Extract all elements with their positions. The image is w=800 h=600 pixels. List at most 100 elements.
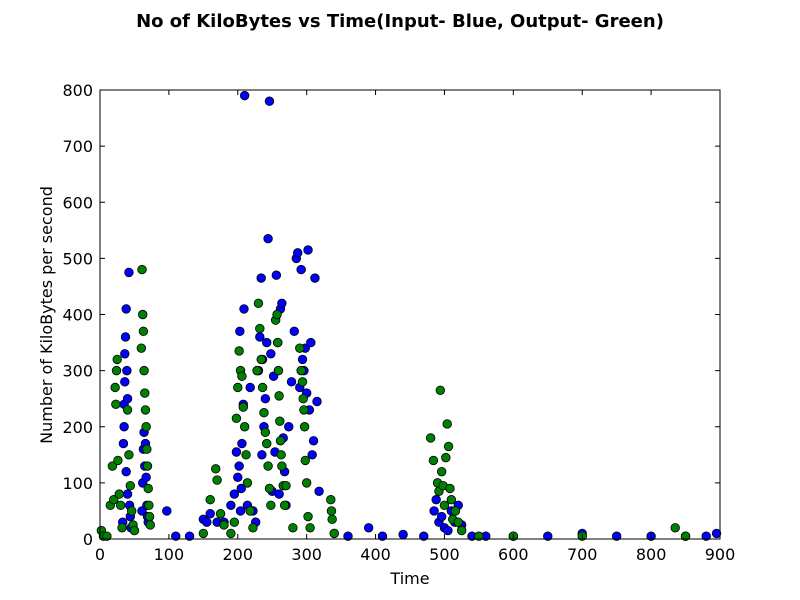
x-tick-label: 100 <box>154 545 185 564</box>
point-series2-41 <box>226 528 236 539</box>
point-series1-95 <box>377 531 388 541</box>
point-series2-24 <box>138 326 149 337</box>
point-series1-91 <box>314 486 324 496</box>
point-series2-3 <box>102 531 112 541</box>
point-series2-77 <box>288 523 298 533</box>
point-series1-9 <box>121 466 131 477</box>
point-series2-112 <box>670 523 680 533</box>
point-series2-80 <box>297 377 308 387</box>
point-series1-93 <box>343 531 353 541</box>
point-series2-66 <box>272 309 282 320</box>
point-series1-58 <box>262 337 272 348</box>
point-series1-37 <box>231 447 242 457</box>
point-series2-81 <box>298 393 308 404</box>
point-series1-103 <box>443 525 453 536</box>
point-series2-76 <box>281 480 291 491</box>
point-series2-107 <box>453 517 463 527</box>
x-tick-label: 400 <box>360 545 391 564</box>
point-series2-78 <box>295 343 305 353</box>
point-series1-3 <box>119 422 129 432</box>
point-series1-97 <box>419 531 429 541</box>
point-series2-91 <box>329 528 339 539</box>
point-series2-22 <box>137 264 147 275</box>
x-tick-label: 200 <box>223 545 254 564</box>
point-series2-43 <box>231 413 242 424</box>
point-series2-35 <box>198 528 209 539</box>
point-series1-73 <box>284 422 294 432</box>
point-series2-36 <box>205 495 215 505</box>
point-series1-8 <box>121 304 131 314</box>
point-series1-94 <box>363 523 374 533</box>
point-series2-96 <box>435 385 446 395</box>
point-series2-32 <box>144 500 154 511</box>
point-series1-28 <box>171 531 181 541</box>
point-series2-87 <box>305 523 315 533</box>
point-series2-86 <box>303 511 313 522</box>
point-series1-87 <box>307 450 317 460</box>
x-axis-label: Time <box>389 569 429 588</box>
point-series1-10 <box>122 365 132 376</box>
point-series2-71 <box>275 436 286 446</box>
point-series2-16 <box>124 450 134 460</box>
point-series1-36 <box>229 489 240 499</box>
point-series2-58 <box>257 382 268 393</box>
y-tick-label: 100 <box>62 474 93 493</box>
point-series1-46 <box>239 90 250 101</box>
point-series1-12 <box>122 489 133 499</box>
point-series2-48 <box>238 402 248 412</box>
point-series1-99 <box>431 495 441 505</box>
point-series1-6 <box>120 349 130 359</box>
y-tick-label: 800 <box>62 81 93 100</box>
point-series1-11 <box>122 393 133 404</box>
point-series2-39 <box>215 509 226 519</box>
point-series1-96 <box>398 529 408 540</box>
point-series1-90 <box>312 396 322 407</box>
point-series2-44 <box>233 382 243 393</box>
x-axis-ticks: 0 100 200 300 400 500 600 700 800 900 <box>95 90 735 564</box>
x-tick-label: 500 <box>429 545 460 564</box>
point-series2-34 <box>145 520 155 530</box>
point-series1-116 <box>701 531 711 541</box>
point-series1-35 <box>226 500 236 511</box>
point-series2-61 <box>262 438 272 449</box>
point-series2-18 <box>126 506 137 516</box>
point-series2-28 <box>141 422 151 432</box>
x-tick-label: 0 <box>95 545 105 564</box>
point-series2-79 <box>296 365 306 376</box>
point-series2-38 <box>212 475 222 485</box>
point-series2-104 <box>446 495 457 505</box>
point-series2-59 <box>259 408 269 418</box>
point-series1-43 <box>237 438 247 449</box>
point-series2-45 <box>234 346 244 356</box>
point-series2-84 <box>300 455 310 466</box>
point-series2-37 <box>211 464 221 474</box>
point-series1-13 <box>124 267 134 278</box>
point-series1-113 <box>611 531 622 541</box>
point-series1-5 <box>120 377 130 387</box>
point-series2-10 <box>112 354 122 365</box>
point-series1-86 <box>306 337 316 348</box>
point-series2-72 <box>276 450 286 460</box>
point-series2-62 <box>263 461 273 471</box>
point-series2-13 <box>115 500 126 511</box>
point-series2-89 <box>326 506 337 516</box>
point-series2-11 <box>113 455 123 466</box>
point-series2-40 <box>219 520 229 530</box>
point-series1-54 <box>257 450 267 460</box>
point-series1-2 <box>118 438 129 449</box>
point-series1-79 <box>296 264 306 275</box>
point-series1-84 <box>303 245 313 255</box>
point-series2-20 <box>129 525 140 536</box>
point-series2-73 <box>277 461 287 471</box>
point-series2-49 <box>239 422 250 432</box>
point-series2-85 <box>301 478 312 488</box>
point-series1-61 <box>266 349 276 359</box>
point-series2-30 <box>142 461 153 471</box>
point-series1-41 <box>235 506 246 516</box>
point-series2-68 <box>273 365 284 376</box>
point-series1-67 <box>274 489 284 499</box>
point-series2-12 <box>114 489 124 499</box>
point-series2-113 <box>680 531 691 541</box>
point-series2-31 <box>143 483 153 494</box>
